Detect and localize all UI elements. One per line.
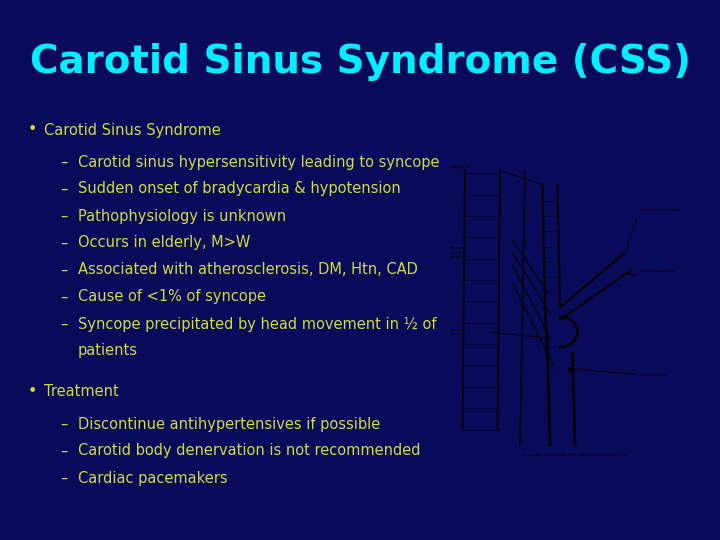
Text: Associated with atherosclerosis, DM, Htn, CAD: Associated with atherosclerosis, DM, Htn…: [78, 262, 418, 278]
Text: Carotid Sinus Syndrome: Carotid Sinus Syndrome: [44, 123, 221, 138]
Text: Carotid
sinus: Carotid sinus: [450, 328, 465, 336]
Text: Glossopharyngeal n.: Glossopharyngeal n.: [640, 208, 682, 212]
Text: –: –: [60, 235, 68, 251]
Text: patients: patients: [78, 343, 138, 359]
Text: vagus n.: vagus n.: [450, 164, 471, 169]
Text: Carotid body: Carotid body: [640, 373, 667, 376]
Text: –: –: [60, 289, 68, 305]
Text: Carotid Sinus Syndrome (CSS): Carotid Sinus Syndrome (CSS): [30, 43, 691, 81]
Text: •: •: [28, 123, 37, 138]
Text: –: –: [60, 470, 68, 485]
Text: •: •: [28, 384, 37, 400]
Text: Carotid branches: Carotid branches: [640, 269, 675, 273]
Text: Discontinue antihypertensives if possible: Discontinue antihypertensives if possibl…: [78, 416, 380, 431]
Text: –: –: [60, 154, 68, 170]
Text: –: –: [60, 262, 68, 278]
Text: Treatment: Treatment: [44, 384, 119, 400]
Text: Superior
cervical
ganglion: Superior cervical ganglion: [450, 246, 468, 259]
Text: –: –: [60, 316, 68, 332]
Text: Carotid sinus hypersensitivity leading to syncope: Carotid sinus hypersensitivity leading t…: [78, 154, 439, 170]
Text: Carotid body denervation is not recommended: Carotid body denervation is not recommen…: [78, 443, 420, 458]
Text: –: –: [60, 443, 68, 458]
Text: Pathophysiology is unknown: Pathophysiology is unknown: [78, 208, 286, 224]
Text: –: –: [60, 416, 68, 431]
Text: Copyright ©2005, 2000, 1995, 1969, 1976 by Elsevier, Inc.: Copyright ©2005, 2000, 1995, 1969, 1976 …: [523, 453, 627, 457]
Text: Cardiac pacemakers: Cardiac pacemakers: [78, 470, 228, 485]
Text: Sudden onset of bradycardia & hypotension: Sudden onset of bradycardia & hypotensio…: [78, 181, 401, 197]
Text: Occurs in elderly, M>W: Occurs in elderly, M>W: [78, 235, 251, 251]
Text: Cause of <1% of syncope: Cause of <1% of syncope: [78, 289, 266, 305]
Text: Syncope precipitated by head movement in ½ of: Syncope precipitated by head movement in…: [78, 316, 436, 332]
Text: –: –: [60, 208, 68, 224]
Text: –: –: [60, 181, 68, 197]
